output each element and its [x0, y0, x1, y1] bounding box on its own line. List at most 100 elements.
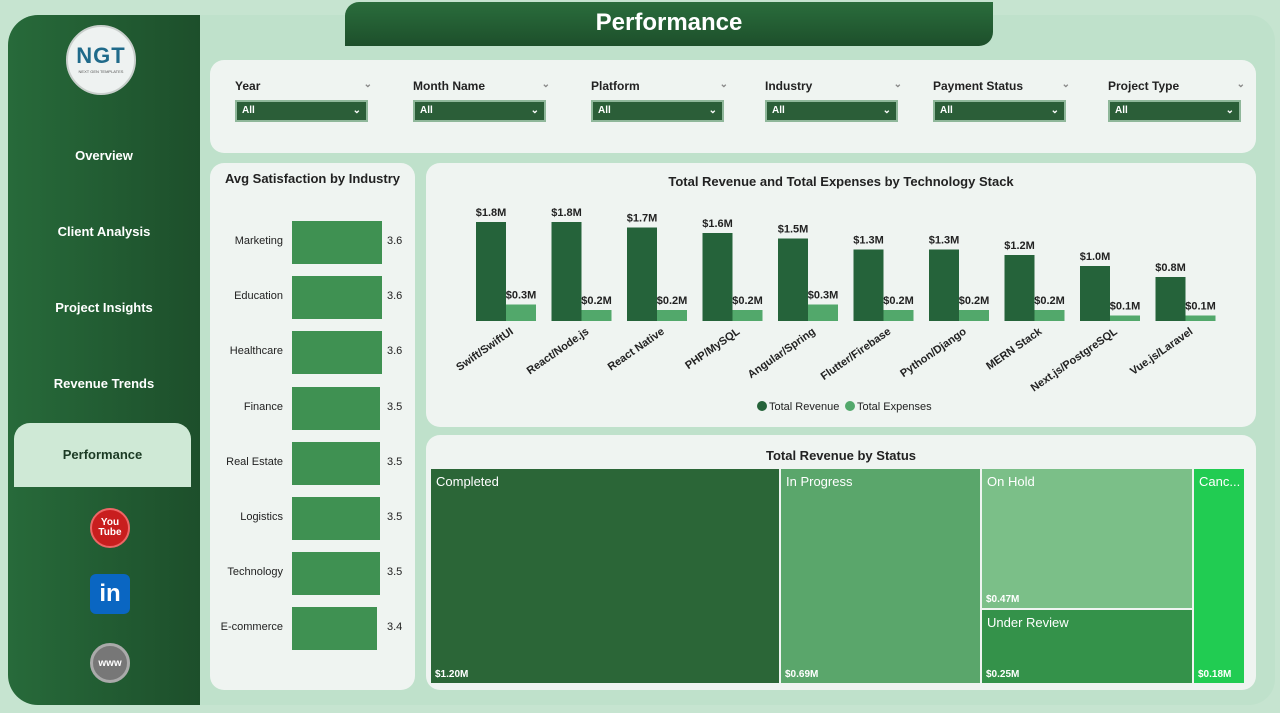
- filter-dropdown[interactable]: All ⌄: [1108, 100, 1241, 122]
- logo-text: NGT: [76, 43, 126, 68]
- bar-revenue[interactable]: [551, 222, 582, 321]
- bar-revenue[interactable]: [1080, 266, 1110, 321]
- satisfaction-bar[interactable]: [292, 386, 380, 430]
- bar-data-label: $0.2M: [1034, 295, 1065, 307]
- satisfaction-value: 3.6: [387, 235, 403, 247]
- bar-expenses[interactable]: [959, 310, 989, 321]
- legend-label: Total Revenue: [769, 401, 839, 413]
- filter-label-row: Platform ⌄: [591, 79, 728, 93]
- bar-expenses[interactable]: [883, 310, 914, 321]
- bar-expenses[interactable]: [581, 310, 612, 321]
- legend-marker: [845, 401, 855, 411]
- bar-expenses[interactable]: [1034, 310, 1065, 321]
- filter-dropdown[interactable]: All ⌄: [765, 100, 898, 122]
- treemap-tile-completed[interactable]: Completed $1.20M: [430, 468, 780, 684]
- logo-subtitle: NEXT GEN TEMPLATES: [78, 69, 124, 74]
- chevron-down-icon[interactable]: ⌄: [363, 79, 372, 90]
- bar-expenses[interactable]: [1110, 315, 1140, 322]
- dropdown-value: All: [940, 105, 953, 116]
- chevron-down-icon: ⌄: [708, 105, 717, 116]
- satisfaction-bar[interactable]: [292, 552, 380, 596]
- bar-expenses[interactable]: [732, 310, 763, 321]
- bar-expenses[interactable]: [808, 304, 838, 322]
- filter-platform: Platform ⌄ All ⌄: [591, 79, 728, 122]
- satisfaction-value: 3.5: [387, 455, 403, 468]
- bar-revenue[interactable]: [929, 249, 959, 322]
- chevron-down-icon[interactable]: ⌄: [893, 79, 902, 90]
- tile-value: $0.25M: [986, 669, 1020, 680]
- industry-label: E-commerce: [220, 621, 283, 634]
- bar-revenue[interactable]: [853, 249, 884, 322]
- satisfaction-bar[interactable]: [292, 441, 380, 485]
- bar-revenue[interactable]: [1004, 255, 1035, 321]
- bar-data-label: $1.7M: [627, 213, 658, 225]
- filter-label-row: Year ⌄: [235, 79, 372, 93]
- bar-chart-title: Total Revenue and Total Expenses by Tech…: [668, 174, 1014, 189]
- treemap-tile-under-review[interactable]: Under Review $0.25M: [981, 609, 1193, 684]
- bar-revenue[interactable]: [627, 227, 657, 322]
- bar-revenue[interactable]: [778, 238, 808, 322]
- bar-revenue[interactable]: [702, 233, 733, 321]
- linkedin-icon[interactable]: in: [90, 574, 130, 614]
- dropdown-value: All: [772, 105, 785, 116]
- nav-performance[interactable]: Performance: [14, 423, 191, 487]
- satisfaction-bar[interactable]: [292, 607, 377, 651]
- filter-label: Industry: [765, 79, 813, 93]
- filter-label-row: Payment Status ⌄: [933, 79, 1070, 93]
- chevron-down-icon[interactable]: ⌄: [719, 79, 728, 90]
- bar-expenses[interactable]: [657, 310, 687, 321]
- treemap-title: Total Revenue by Status: [765, 448, 916, 463]
- bar-data-label: $0.3M: [506, 290, 537, 302]
- filter-dropdown[interactable]: All ⌄: [413, 100, 546, 122]
- category-label: React Native: [606, 326, 667, 374]
- globe-icon[interactable]: www: [90, 643, 130, 683]
- dropdown-value: All: [1115, 105, 1128, 116]
- nav-revenue-trends[interactable]: Revenue Trends: [53, 376, 155, 391]
- satisfaction-value: 3.4: [387, 621, 403, 634]
- satisfaction-bar[interactable]: [292, 221, 382, 264]
- filter-label: Year: [235, 79, 261, 93]
- bar-revenue[interactable]: [1155, 277, 1186, 321]
- bar-data-label: $0.1M: [1110, 301, 1141, 313]
- bar-data-label: $0.1M: [1185, 301, 1216, 313]
- treemap-tile-on-hold[interactable]: On Hold $0.47M: [981, 468, 1193, 609]
- tile-label: Completed: [436, 474, 499, 489]
- bar-data-label: $0.2M: [581, 295, 612, 307]
- chevron-down-icon: ⌄: [1050, 105, 1059, 116]
- satisfaction-bar[interactable]: [292, 497, 380, 540]
- satisfaction-bar[interactable]: [292, 276, 382, 320]
- bar-data-label: $0.8M: [1155, 262, 1186, 274]
- youtube-icon[interactable]: You Tube: [90, 508, 130, 548]
- nav-client-analysis[interactable]: Client Analysis: [57, 224, 151, 239]
- category-label: PHP/MySQL: [683, 325, 742, 371]
- chevron-down-icon: ⌄: [1225, 105, 1234, 116]
- filter-label: Month Name: [413, 79, 485, 93]
- chevron-down-icon[interactable]: ⌄: [541, 79, 550, 90]
- bar-expenses[interactable]: [506, 304, 536, 322]
- treemap-tile-canc-[interactable]: Canc... $0.18M: [1193, 468, 1245, 684]
- filter-project-type: Project Type ⌄ All ⌄: [1108, 79, 1245, 122]
- nav-overview[interactable]: Overview: [75, 148, 133, 163]
- filter-label: Payment Status: [933, 79, 1024, 93]
- filter-dropdown[interactable]: All ⌄: [933, 100, 1066, 122]
- tile-label: On Hold: [987, 474, 1035, 489]
- filter-dropdown[interactable]: All ⌄: [235, 100, 368, 122]
- category-label: Swift/SwiftUI: [454, 326, 515, 374]
- chevron-down-icon[interactable]: ⌄: [1061, 79, 1070, 90]
- satisfaction-bar[interactable]: [292, 331, 382, 375]
- nav-project-insights[interactable]: Project Insights: [55, 300, 153, 315]
- chevron-down-icon: ⌄: [352, 105, 361, 116]
- filter-label-row: Month Name ⌄: [413, 79, 550, 93]
- filter-industry: Industry ⌄ All ⌄: [765, 79, 902, 122]
- bar-revenue[interactable]: [476, 222, 506, 321]
- industry-label: Marketing: [234, 235, 283, 247]
- bar-data-label: $0.2M: [883, 295, 914, 307]
- bar-expenses[interactable]: [1185, 315, 1216, 322]
- bar-data-label: $0.2M: [657, 295, 688, 307]
- bar-data-label: $0.2M: [959, 295, 990, 307]
- filter-dropdown[interactable]: All ⌄: [591, 100, 724, 122]
- filter-label-row: Industry ⌄: [765, 79, 902, 93]
- chevron-down-icon[interactable]: ⌄: [1236, 79, 1245, 90]
- treemap-tile-in-progress[interactable]: In Progress $0.69M: [780, 468, 981, 684]
- filter-label: Project Type: [1108, 79, 1180, 93]
